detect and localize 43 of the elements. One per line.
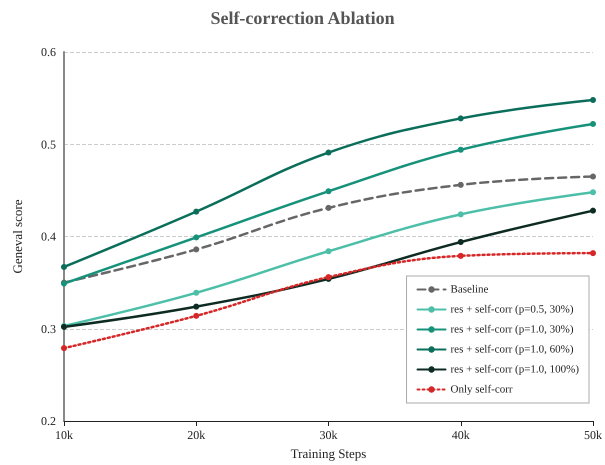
y-tick-label: 0.6 [41,45,56,59]
legend-label: res + self-corr (p=1.0, 30%) [450,324,574,336]
point [61,264,67,270]
x-tick-label: 10k [55,428,73,442]
chart-title: Self-correction Ablation [210,8,395,28]
y-tick-label: 0.2 [41,414,56,428]
legend-label: res + self-corr (p=0.5, 30%) [450,304,574,316]
x-tick-label: 50k [584,428,602,442]
point [326,150,332,156]
y-tick-label: 0.4 [41,230,56,244]
point [458,239,464,246]
point [61,345,67,352]
x-tick-label: 30k [320,428,338,442]
legend-label: Baseline [450,284,489,296]
y-tick-label: 0.5 [41,137,56,152]
point [458,115,464,122]
point [193,246,200,252]
point [326,204,332,211]
x-tick-label: 40k [452,428,470,442]
legend-label: res + self-corr (p=1.0, 60%) [450,344,574,356]
point [193,290,200,296]
point [590,250,596,256]
point [193,312,200,319]
y-axis-title: Geneval score [10,199,25,274]
point [193,304,200,310]
point [458,252,464,259]
point [590,96,596,103]
point [326,248,332,254]
point [590,208,596,214]
legend-label: res + self-corr (p=1.0, 100%) [450,364,580,376]
x-tick-label: 20k [187,428,206,442]
point [590,120,596,127]
point [193,208,200,215]
legend-label: Only self-corr [450,384,513,396]
point [590,174,596,180]
point [193,234,200,240]
point [458,182,464,188]
point [458,146,464,153]
x-axis-title: Training Steps [290,446,366,461]
point [590,189,596,196]
point [326,188,332,194]
y-tick-label: 0.3 [41,322,56,336]
point [458,211,464,218]
